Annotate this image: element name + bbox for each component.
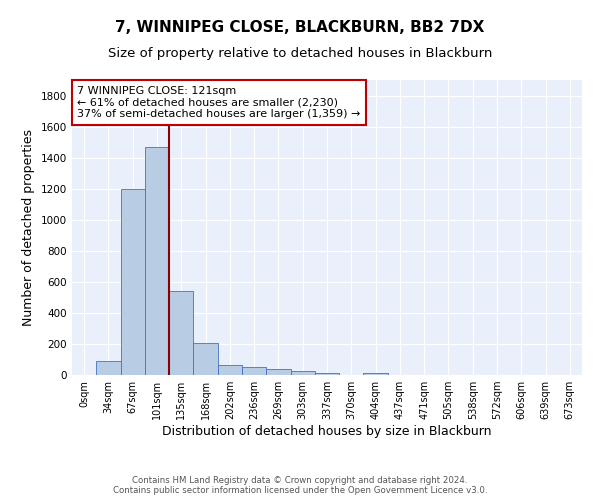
Bar xyxy=(169,291,193,375)
Text: 7, WINNIPEG CLOSE, BLACKBURN, BB2 7DX: 7, WINNIPEG CLOSE, BLACKBURN, BB2 7DX xyxy=(115,20,485,35)
X-axis label: Distribution of detached houses by size in Blackburn: Distribution of detached houses by size … xyxy=(162,425,492,438)
Bar xyxy=(96,361,121,375)
Bar xyxy=(364,373,388,375)
Bar xyxy=(290,370,315,375)
Y-axis label: Number of detached properties: Number of detached properties xyxy=(22,129,35,326)
Bar xyxy=(242,367,266,375)
Bar xyxy=(315,374,339,375)
Bar xyxy=(121,188,145,375)
Text: Contains HM Land Registry data © Crown copyright and database right 2024.
Contai: Contains HM Land Registry data © Crown c… xyxy=(113,476,487,495)
Bar xyxy=(145,147,169,375)
Bar xyxy=(218,365,242,375)
Bar xyxy=(266,369,290,375)
Text: 7 WINNIPEG CLOSE: 121sqm
← 61% of detached houses are smaller (2,230)
37% of sem: 7 WINNIPEG CLOSE: 121sqm ← 61% of detach… xyxy=(77,86,361,119)
Bar xyxy=(193,343,218,375)
Text: Size of property relative to detached houses in Blackburn: Size of property relative to detached ho… xyxy=(108,48,492,60)
